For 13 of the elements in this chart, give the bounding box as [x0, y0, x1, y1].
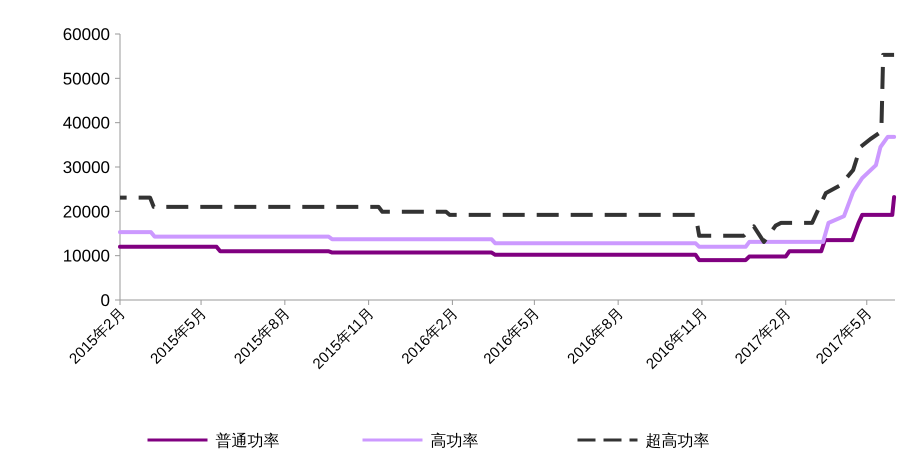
- y-tick-label: 20000: [62, 202, 110, 222]
- y-tick-label: 30000: [62, 158, 110, 177]
- legend-label: 高功率: [430, 432, 478, 450]
- y-tick-label: 0: [100, 291, 110, 310]
- y-tick-label: 50000: [62, 69, 110, 88]
- legend-label: 超高功率: [646, 432, 710, 450]
- y-tick-label: 10000: [62, 246, 110, 266]
- legend-label: 普通功率: [216, 432, 280, 450]
- line-series: [118, 52, 896, 244]
- line-series: [118, 134, 896, 249]
- y-tick-label: 40000: [62, 114, 110, 133]
- line-series: [118, 195, 896, 262]
- y-tick-label: 60000: [62, 25, 110, 44]
